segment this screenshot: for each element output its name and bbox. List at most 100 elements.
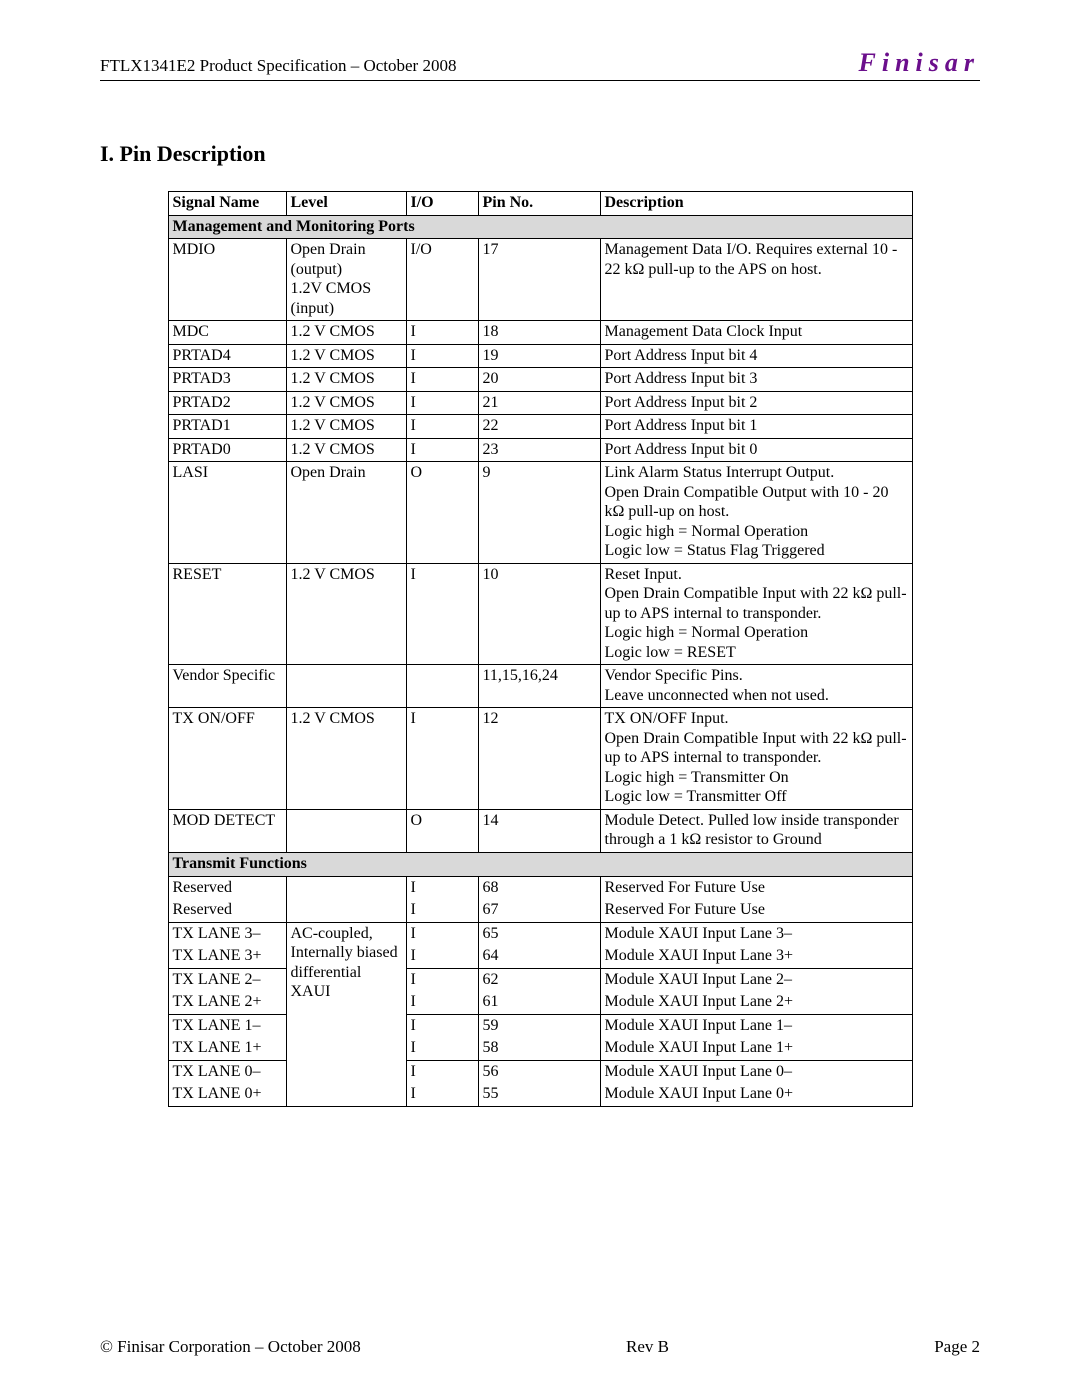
cell-signal: TX LANE 1+ — [168, 1037, 286, 1060]
section-title: I. Pin Description — [100, 141, 980, 167]
cell-level: Open Drain — [286, 462, 406, 564]
cell-io: I — [406, 1060, 478, 1083]
cell-level: 1.2 V CMOS — [286, 563, 406, 665]
cell-io: I — [406, 415, 478, 439]
cell-io: I — [406, 945, 478, 968]
table-row: PRTAD41.2 V CMOSI19Port Address Input bi… — [168, 344, 912, 368]
cell-level: 1.2 V CMOS — [286, 708, 406, 810]
cell-desc: Module XAUI Input Lane 2+ — [600, 991, 912, 1014]
cell-desc: Module Detect. Pulled low inside transpo… — [600, 809, 912, 852]
cell-pin: 58 — [478, 1037, 600, 1060]
brand-logo-text: Finisar — [859, 48, 981, 78]
cell-pin: 62 — [478, 968, 600, 991]
cell-signal: PRTAD3 — [168, 368, 286, 392]
cell-level — [286, 665, 406, 708]
section-label-mgmt: Management and Monitoring Ports — [168, 215, 912, 239]
cell-io: I — [406, 922, 478, 945]
table-row: TX LANE 0+I55Module XAUI Input Lane 0+ — [168, 1083, 912, 1106]
cell-io: I — [406, 876, 478, 899]
cell-signal: PRTAD1 — [168, 415, 286, 439]
cell-pin: 11,15,16,24 — [478, 665, 600, 708]
cell-io: I — [406, 391, 478, 415]
cell-signal: TX LANE 0– — [168, 1060, 286, 1083]
cell-io: I — [406, 438, 478, 462]
cell-level: 1.2 V CMOS — [286, 438, 406, 462]
cell-level: 1.2 V CMOS — [286, 344, 406, 368]
footer-right: Page 2 — [934, 1337, 980, 1357]
cell-desc: Port Address Input bit 3 — [600, 368, 912, 392]
cell-desc: Module XAUI Input Lane 1– — [600, 1014, 912, 1037]
pin-description-table: Signal Name Level I/O Pin No. Descriptio… — [168, 191, 913, 1107]
table-row: Reserved I67Reserved For Future Use — [168, 899, 912, 922]
table-row: TX LANE 3+I64Module XAUI Input Lane 3+ — [168, 945, 912, 968]
footer-left: © Finisar Corporation – October 2008 — [100, 1337, 361, 1357]
cell-signal: MDIO — [168, 239, 286, 321]
section-row-tx: Transmit Functions — [168, 852, 912, 876]
cell-signal: PRTAD0 — [168, 438, 286, 462]
cell-signal: RESET — [168, 563, 286, 665]
cell-signal: MDC — [168, 321, 286, 345]
cell-pin: 61 — [478, 991, 600, 1014]
cell-io — [406, 665, 478, 708]
cell-pin: 12 — [478, 708, 600, 810]
cell-io: I — [406, 899, 478, 922]
table-row: PRTAD11.2 V CMOSI22Port Address Input bi… — [168, 415, 912, 439]
table-row: TX LANE 3–AC-coupled, Internally biased … — [168, 922, 912, 945]
table-row: Vendor Specific11,15,16,24Vendor Specifi… — [168, 665, 912, 708]
cell-pin: 56 — [478, 1060, 600, 1083]
cell-level — [286, 809, 406, 852]
cell-desc: Vendor Specific Pins.Leave unconnected w… — [600, 665, 912, 708]
cell-signal: TX LANE 3+ — [168, 945, 286, 968]
cell-desc: Management Data I/O. Requires external 1… — [600, 239, 912, 321]
col-header-desc: Description — [600, 192, 912, 216]
cell-io: O — [406, 809, 478, 852]
cell-io: I — [406, 368, 478, 392]
table-row: TX LANE 2–I62Module XAUI Input Lane 2– — [168, 968, 912, 991]
cell-desc: Module XAUI Input Lane 3+ — [600, 945, 912, 968]
footer-center: Rev B — [626, 1337, 669, 1357]
cell-io: I — [406, 321, 478, 345]
cell-desc: Module XAUI Input Lane 1+ — [600, 1037, 912, 1060]
cell-pin: 20 — [478, 368, 600, 392]
cell-pin: 67 — [478, 899, 600, 922]
cell-desc: Port Address Input bit 2 — [600, 391, 912, 415]
table-header-row: Signal Name Level I/O Pin No. Descriptio… — [168, 192, 912, 216]
cell-desc: Module XAUI Input Lane 3– — [600, 922, 912, 945]
cell-pin: 14 — [478, 809, 600, 852]
cell-pin: 18 — [478, 321, 600, 345]
table-row: MDIOOpen Drain (output)1.2V CMOS (input)… — [168, 239, 912, 321]
cell-level: 1.2 V CMOS — [286, 321, 406, 345]
cell-desc: Port Address Input bit 0 — [600, 438, 912, 462]
cell-signal: MOD DETECT — [168, 809, 286, 852]
cell-desc: Management Data Clock Input — [600, 321, 912, 345]
cell-level: 1.2 V CMOS — [286, 391, 406, 415]
cell-pin: 21 — [478, 391, 600, 415]
cell-desc: Port Address Input bit 4 — [600, 344, 912, 368]
cell-signal: TX LANE 3– — [168, 922, 286, 945]
cell-signal: LASI — [168, 462, 286, 564]
cell-io: I — [406, 1014, 478, 1037]
cell-desc: Reset Input.Open Drain Compatible Input … — [600, 563, 912, 665]
page-footer: © Finisar Corporation – October 2008 Rev… — [100, 1337, 980, 1357]
cell-level: 1.2 V CMOS — [286, 368, 406, 392]
col-header-io: I/O — [406, 192, 478, 216]
cell-desc: Reserved For Future Use — [600, 899, 912, 922]
cell-io: I — [406, 968, 478, 991]
cell-signal: Reserved — [168, 899, 286, 922]
cell-pin: 10 — [478, 563, 600, 665]
table-row: TX LANE 1–I59Module XAUI Input Lane 1– — [168, 1014, 912, 1037]
cell-pin: 9 — [478, 462, 600, 564]
cell-desc: TX ON/OFF Input.Open Drain Compatible In… — [600, 708, 912, 810]
table-row: RESET1.2 V CMOSI10Reset Input.Open Drain… — [168, 563, 912, 665]
cell-signal: TX LANE 0+ — [168, 1083, 286, 1106]
cell-pin: 65 — [478, 922, 600, 945]
col-header-pin: Pin No. — [478, 192, 600, 216]
col-header-signal: Signal Name — [168, 192, 286, 216]
cell-pin: 23 — [478, 438, 600, 462]
table-row: TX LANE 2+I61Module XAUI Input Lane 2+ — [168, 991, 912, 1014]
table-row: PRTAD31.2 V CMOSI20Port Address Input bi… — [168, 368, 912, 392]
cell-pin: 68 — [478, 876, 600, 899]
cell-io: I — [406, 991, 478, 1014]
cell-io: I — [406, 1037, 478, 1060]
section-row-mgmt: Management and Monitoring Ports — [168, 215, 912, 239]
